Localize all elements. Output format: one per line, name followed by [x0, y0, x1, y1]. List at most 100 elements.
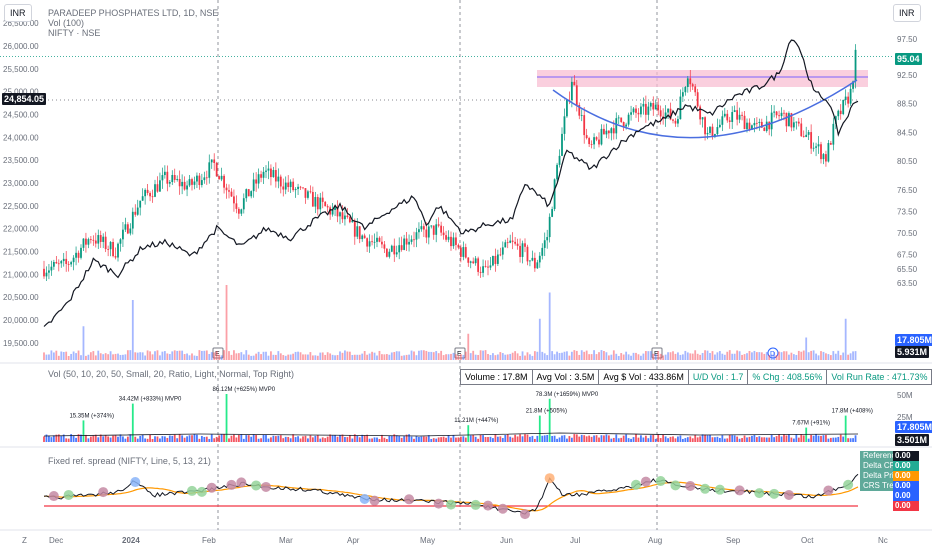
stat-pct-chg: % Chg : 408.56%	[747, 369, 828, 385]
vol-indicator-bar	[489, 436, 492, 442]
currency-left-button[interactable]: INR	[4, 4, 32, 22]
vol-indicator-bar	[383, 437, 386, 442]
price-candle	[314, 197, 317, 207]
price-candle	[822, 154, 825, 160]
resistance-zone	[537, 70, 868, 87]
volume-bar	[760, 352, 763, 360]
vol-indicator-bar	[790, 437, 793, 442]
volume-bar	[849, 353, 852, 360]
price-candle	[405, 238, 408, 245]
volume-bar	[425, 350, 428, 360]
price-candle	[240, 209, 243, 214]
stat-avg-dollar-vol: Avg $ Vol : 433.86M	[598, 369, 689, 385]
vol-average-line	[43, 432, 859, 437]
volume-bar	[126, 350, 129, 360]
vol-indicator-bar	[566, 438, 568, 442]
vol-indicator-legend: Vol (50, 10, 20, 50, Small, 20, Ratio, L…	[48, 369, 294, 379]
vol-indicator-bar	[768, 437, 771, 442]
price-candle	[358, 226, 361, 240]
volume-bar	[469, 353, 472, 360]
volume-bar	[464, 351, 467, 360]
price-candle	[570, 81, 573, 101]
price-candle	[556, 164, 558, 180]
volume-bar	[163, 351, 166, 360]
vol-indicator-bar	[329, 434, 332, 442]
price-candle	[186, 185, 188, 190]
vol-indicator-bar	[356, 435, 359, 442]
volume-bar	[681, 354, 684, 360]
volume-bar	[622, 354, 625, 360]
symbol-title: PARADEEP PHOSPHATES LTD, 1D, NSE	[48, 8, 219, 18]
volume-bar	[457, 355, 460, 360]
price-candle	[208, 162, 211, 178]
price-candle	[163, 171, 166, 176]
vol-indicator-bar	[445, 437, 447, 442]
price-candle	[728, 120, 731, 122]
volume-bar	[67, 355, 70, 360]
volume-bar	[341, 352, 344, 360]
right-axis-tick: 97.50	[897, 35, 918, 44]
volume-bar	[600, 350, 603, 360]
price-candle	[136, 207, 139, 215]
vol-indicator-bar	[635, 434, 637, 442]
price-candle	[524, 243, 526, 247]
vol-indicator-bar	[97, 437, 100, 442]
currency-right-button[interactable]: INR	[893, 4, 921, 22]
vol-indicator-bar	[630, 438, 632, 442]
right-axis-tick: 84.50	[897, 128, 918, 137]
price-candle	[168, 182, 171, 184]
volume-bar	[329, 353, 332, 360]
volume-bar	[792, 354, 795, 360]
volume-bar	[191, 353, 193, 360]
price-candle	[331, 209, 334, 215]
price-candle	[674, 120, 677, 124]
volume-bar	[677, 352, 679, 360]
vol-indicator-bar	[193, 434, 196, 442]
volume-bar	[775, 355, 778, 360]
crs-signal-circle	[655, 476, 666, 487]
left-axis-tick: 23,500.00	[3, 156, 39, 165]
volume-bar	[284, 355, 287, 360]
vol-indicator-bar	[178, 434, 181, 442]
volume-bar	[203, 350, 206, 360]
vol-indicator-bar	[815, 434, 817, 442]
volume-bar	[257, 351, 260, 360]
vol-indicator-bar	[839, 434, 842, 442]
vol-indicator-bar	[657, 434, 660, 442]
price-candle	[146, 189, 149, 194]
price-candle	[805, 134, 808, 137]
vol-indicator-bar	[117, 436, 119, 442]
volume-bar	[149, 351, 151, 360]
volume-bar	[829, 355, 832, 360]
vol-indicator-bar	[610, 438, 613, 442]
volume-bar	[218, 354, 221, 360]
vol-indicator-bar	[376, 437, 378, 442]
vol-indicator-bar	[107, 436, 110, 442]
volume-bar	[654, 354, 657, 360]
price-candle	[55, 262, 58, 264]
vol-indicator-bar	[262, 434, 265, 442]
price-candle	[585, 135, 588, 139]
price-candle	[60, 261, 63, 264]
volume-bar	[339, 351, 341, 360]
price-candle	[746, 122, 748, 130]
price-candle	[452, 237, 455, 247]
vol-indicator-bar	[733, 435, 736, 442]
price-candle	[511, 240, 514, 242]
volume-bar	[210, 352, 213, 360]
vol-indicator-bar	[568, 436, 571, 442]
volume-bar	[168, 354, 171, 360]
volume-bar	[783, 351, 785, 360]
vol-indicator-bar	[144, 438, 147, 442]
price-candle	[718, 124, 721, 128]
volume-legend: Vol (100)	[48, 18, 85, 28]
crs-signal-circle	[206, 482, 217, 493]
price-candle	[709, 126, 711, 133]
price-candle	[751, 125, 753, 130]
volume-bar	[122, 354, 124, 360]
vol-indicator-bar	[748, 436, 751, 442]
volume-bar	[346, 351, 349, 360]
volume-bar	[447, 354, 450, 360]
volume-bar	[196, 355, 198, 360]
